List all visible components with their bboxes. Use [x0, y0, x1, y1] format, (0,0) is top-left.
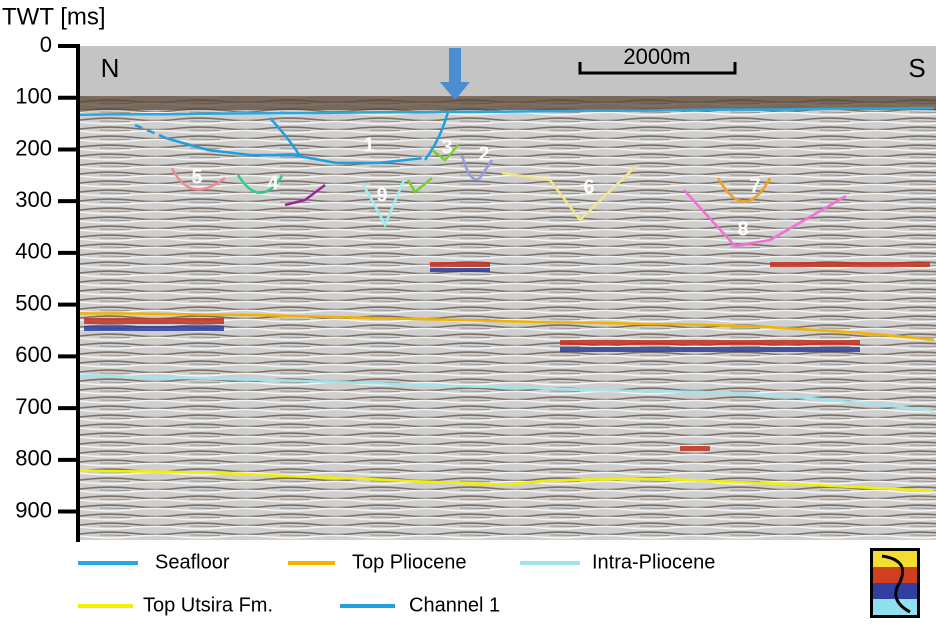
y-tick-label: 0 — [40, 32, 52, 57]
annotation: 3 — [441, 136, 452, 158]
annotation: N — [101, 53, 120, 83]
annotation: 5 — [191, 166, 202, 188]
legend-label: Seafloor — [155, 551, 230, 573]
y-tick-label: 200 — [15, 135, 52, 160]
y-tick-label: 100 — [15, 84, 52, 109]
legend-label: Channel 1 — [409, 594, 500, 616]
seismic-background — [80, 46, 936, 540]
legend-label: Top Pliocene — [352, 551, 467, 573]
annotation: S — [908, 53, 925, 83]
y-tick-label: 400 — [15, 239, 52, 264]
y-tick-label: 900 — [15, 497, 52, 522]
annotation: 4 — [267, 172, 279, 194]
colorbar — [870, 548, 920, 618]
annotation: 1 — [363, 134, 374, 156]
annotation: 2 — [478, 143, 489, 165]
annotation: 2000m — [623, 44, 690, 69]
y-tick-label: 600 — [15, 342, 52, 367]
y-tick-label: 700 — [15, 394, 52, 419]
legend-label: Top Utsira Fm. — [143, 594, 273, 616]
y-axis-label: TWT [ms] — [2, 3, 106, 30]
chart: TWT [ms] 0 100 200 300 400 500 600 700 800 900 N S 2… — [0, 0, 936, 623]
y-tick-label: 800 — [15, 446, 52, 471]
water-column — [80, 46, 936, 96]
annotation: 9 — [376, 184, 387, 206]
annotation: 6 — [583, 176, 594, 198]
y-tick-label: 300 — [15, 187, 52, 212]
legend-label: Intra-Pliocene — [592, 551, 715, 573]
annotation: 7 — [749, 175, 760, 197]
annotation: 8 — [737, 218, 748, 240]
y-tick-label: 500 — [15, 290, 52, 315]
